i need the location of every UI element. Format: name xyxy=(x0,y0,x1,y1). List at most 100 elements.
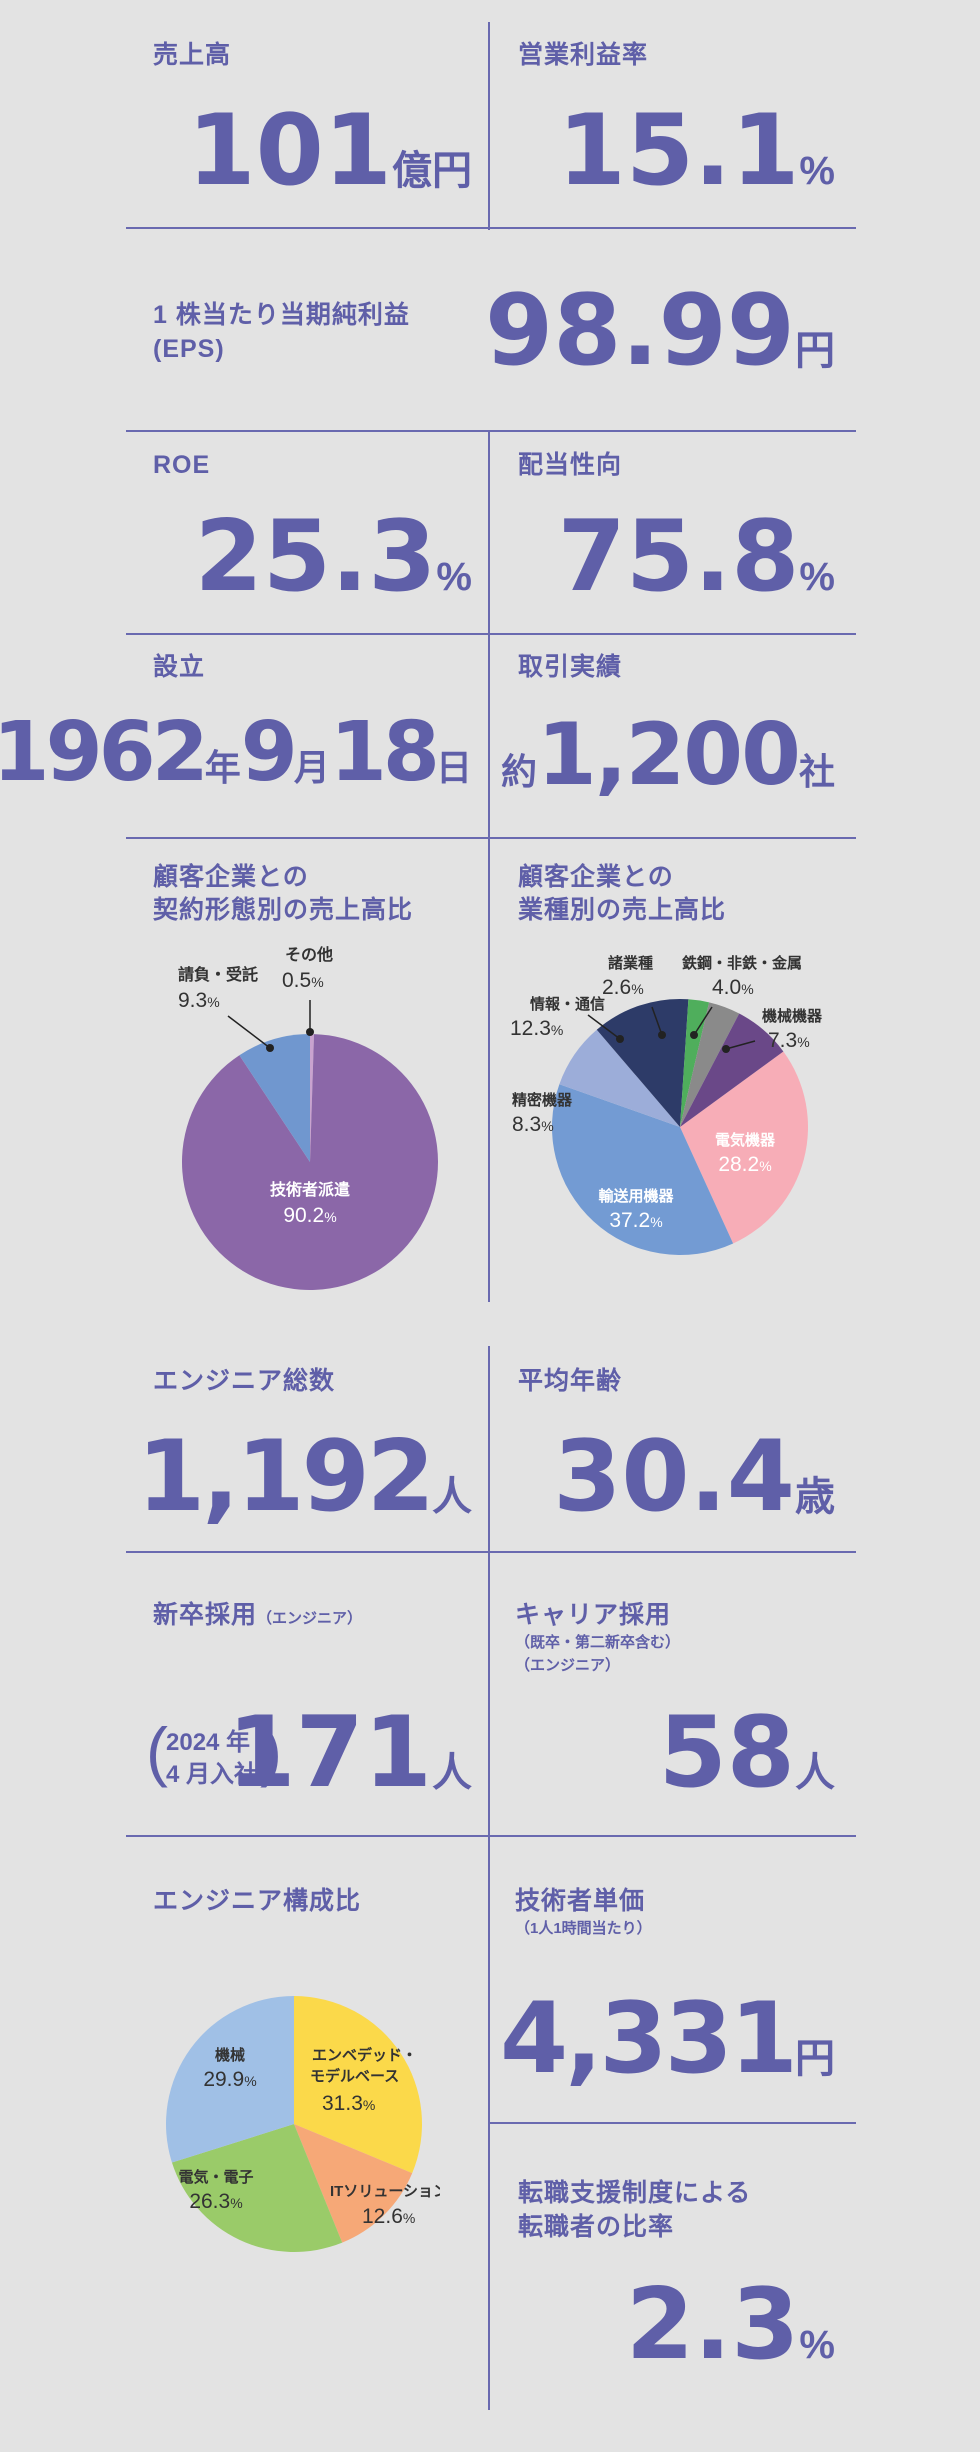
other-leader-dot xyxy=(306,1028,314,1036)
payout-value: 75.8% xyxy=(558,508,835,606)
joho-leader-dot xyxy=(616,1035,624,1043)
eps-value: 98.99円 xyxy=(485,282,835,380)
eps-label-1: 1 株当たり当期純利益 xyxy=(153,301,410,329)
industry-pie-slice-0 xyxy=(680,1051,808,1244)
career-note-1: （既卒・第二新卒含む） xyxy=(515,1634,681,1651)
new-grad-unit: 人 xyxy=(432,1751,472,1795)
tekko-value-text: 4.0% xyxy=(712,976,754,999)
clients-prefix: 約 xyxy=(500,751,537,792)
founded-day-unit: 日 xyxy=(435,747,472,788)
joho-value-text: 12.3% xyxy=(510,1017,563,1040)
new-grad-label-note: （エンジニア） xyxy=(257,1610,363,1627)
margin-value: 15.1% xyxy=(558,102,835,200)
roe-unit: % xyxy=(436,555,472,599)
new-grad-value: 171人 xyxy=(227,1704,472,1802)
it-label: ITソリューション xyxy=(330,2183,440,2200)
tekko-pct: % xyxy=(741,981,753,997)
seimitsu-value: 8.3 xyxy=(512,1113,541,1136)
yuso-pct: % xyxy=(650,1214,662,1230)
yuso-label: 輸送用機器 xyxy=(598,1187,674,1205)
sho-value: 2.6 xyxy=(602,976,631,999)
ukeoi-pct: % xyxy=(207,994,219,1010)
unit-price-unit: 円 xyxy=(795,2037,835,2081)
transfer-value: 2.3% xyxy=(626,2276,835,2374)
new-grad-year: 2024 年 xyxy=(166,1729,251,1756)
other-label: その他 xyxy=(285,945,333,964)
paren-open: ( xyxy=(146,1714,168,1788)
sho-leader-line xyxy=(651,1006,663,1036)
contract-pie-slice-1 xyxy=(182,1034,438,1290)
founded-day: 18 xyxy=(329,705,440,800)
avg-age-label: 平均年齢 xyxy=(518,1367,623,1395)
founded-month-unit: 月 xyxy=(293,747,330,788)
clients-number: 1,200 xyxy=(536,705,801,805)
divider-vertical-1 xyxy=(488,22,490,230)
unit-price-value: 4,331円 xyxy=(500,1990,835,2088)
founded-year-unit: 年 xyxy=(204,747,241,788)
career-value: 58人 xyxy=(659,1704,835,1802)
engineers-number: 1,192 xyxy=(137,1420,435,1534)
sho-value-text: 2.6% xyxy=(602,976,644,999)
kikai-value-text: 7.3% xyxy=(768,1029,810,1052)
divider-vertical-3 xyxy=(488,1346,490,2410)
elec-value-text: 26.3% xyxy=(189,2190,242,2213)
unit-price-number: 4,331 xyxy=(500,1982,798,2096)
payout-label: 配当性向 xyxy=(518,451,623,479)
contract-chart-title-2: 契約形態別の売上高比 xyxy=(153,896,414,924)
other-value-text: 0.5% xyxy=(282,969,324,992)
ukeoi-leader-line xyxy=(227,1015,271,1049)
industry-pie-slice-4 xyxy=(680,999,710,1127)
ukeoi-value-text: 9.3% xyxy=(178,989,220,1012)
career-unit: 人 xyxy=(795,1751,835,1795)
mech-pct: % xyxy=(244,2073,256,2089)
haken-value-text: 90.2% xyxy=(283,1204,336,1227)
emb-value-text: 31.3% xyxy=(322,2092,375,2115)
career-label: キャリア採用 xyxy=(515,1601,672,1629)
new-grad-number: 171 xyxy=(227,1696,432,1810)
clients-unit: 社 xyxy=(798,751,835,792)
elec-label: 電気・電子 xyxy=(178,2168,253,2186)
divider-row-6 xyxy=(126,1835,856,1837)
divider-row-2 xyxy=(126,430,856,432)
sales-number: 101 xyxy=(187,94,392,208)
industry-pie-slice-2 xyxy=(559,1029,680,1127)
engineers-unit: 人 xyxy=(432,1475,472,1519)
eps-unit: 円 xyxy=(795,329,835,373)
denki-value: 28.2 xyxy=(718,1153,759,1176)
tekko-leader-line xyxy=(693,1006,713,1036)
it-value-text: 12.6% xyxy=(362,2205,415,2228)
emb-label-1: エンベデッド・ xyxy=(312,2046,417,2064)
industry-chart-title-1: 顧客企業との xyxy=(518,863,674,891)
contract-pie-slice-2 xyxy=(239,1034,310,1162)
composition-pie-slice-1 xyxy=(294,2124,413,2243)
clients-label: 取引実績 xyxy=(518,653,623,681)
haken-pct: % xyxy=(324,1209,336,1225)
other-value: 0.5 xyxy=(282,969,311,992)
divider-vertical-2 xyxy=(488,430,490,1302)
denki-label: 電気機器 xyxy=(715,1131,776,1149)
sho-leader-dot xyxy=(658,1031,666,1039)
joho-label: 情報・通信 xyxy=(530,995,605,1013)
ukeoi-value: 9.3 xyxy=(178,989,207,1012)
it-value: 12.6 xyxy=(362,2205,403,2228)
roe-number: 25.3 xyxy=(194,500,437,614)
contract-pie-chart: 請負・受託 9.3% その他 0.5% 技術者派遣 90.2% xyxy=(178,945,438,1290)
emb-value: 31.3 xyxy=(322,2092,363,2115)
kikai-value: 7.3 xyxy=(768,1029,797,1052)
mech-value: 29.9 xyxy=(203,2068,244,2091)
founded-year: 1962 xyxy=(0,705,209,800)
denki-value-text: 28.2% xyxy=(718,1153,771,1176)
contract-chart-title-1: 顧客企業との xyxy=(153,863,309,891)
kikai-label: 機械機器 xyxy=(762,1007,823,1025)
sales-label: 売上高 xyxy=(153,41,232,69)
seimitsu-value-text: 8.3% xyxy=(512,1113,554,1136)
yuso-value-text: 37.2% xyxy=(609,1209,662,1232)
emb-pct: % xyxy=(363,2097,375,2113)
kikai-leader-line xyxy=(725,1040,756,1050)
ukeoi-leader-dot xyxy=(266,1044,274,1052)
founded-label: 設立 xyxy=(153,653,206,681)
composition-label: エンジニア構成比 xyxy=(153,1887,362,1915)
composition-pie-slice-3 xyxy=(166,1996,294,2163)
career-number: 58 xyxy=(658,1696,795,1810)
divider-row-1 xyxy=(126,227,856,229)
